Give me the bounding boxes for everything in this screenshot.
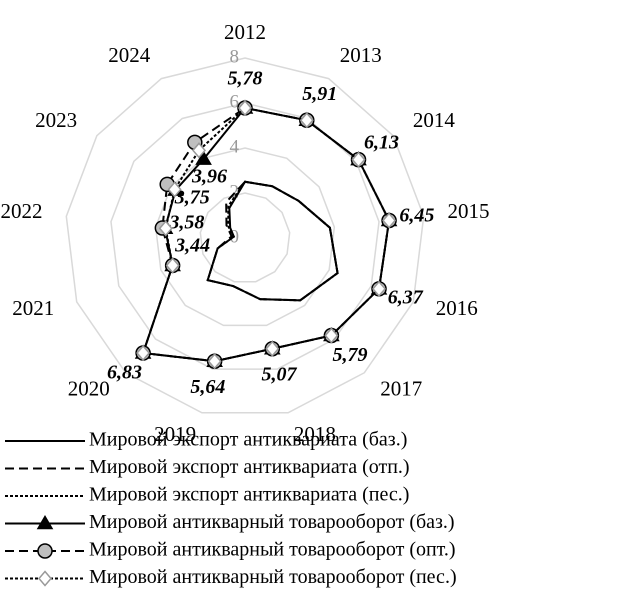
data-label: 3,44 xyxy=(174,234,210,256)
series-line xyxy=(141,106,391,363)
y-tick-label: 2 xyxy=(230,181,240,202)
category-label: 2024 xyxy=(108,43,151,67)
data-point xyxy=(167,181,182,198)
y-tick-label: 6 xyxy=(230,91,240,112)
legend-label: Мировой экспорт антиквариата (отп.) xyxy=(89,456,410,478)
data-label: 5,64 xyxy=(190,376,225,398)
data-label: 3,75 xyxy=(174,187,210,209)
y-tick-label: 8 xyxy=(230,46,240,67)
series-line xyxy=(206,180,339,302)
data-point xyxy=(372,280,386,297)
category-label: 2015 xyxy=(448,199,490,223)
data-point xyxy=(351,151,366,168)
category-label: 2022 xyxy=(0,199,42,223)
data-label: 3,58 xyxy=(168,212,204,234)
legend-marker xyxy=(36,515,54,530)
data-point xyxy=(165,257,180,274)
data-label: 6,45 xyxy=(399,205,434,227)
category-label: 2020 xyxy=(68,377,110,401)
category-label: 2023 xyxy=(35,108,77,132)
legend-label: Мировой антикварный товарооборот (баз.) xyxy=(89,511,455,533)
category-label: 2019 xyxy=(154,422,196,446)
data-label: 5,79 xyxy=(332,344,367,366)
data-point xyxy=(265,340,280,357)
category-label: 2018 xyxy=(294,422,336,446)
data-point xyxy=(207,353,222,370)
legend-label: Мировой экспорт антиквариата (баз.) xyxy=(89,429,407,451)
y-tick-label: 4 xyxy=(230,136,240,157)
data-point xyxy=(192,142,206,159)
grid-line xyxy=(154,147,336,327)
legend-marker xyxy=(37,543,53,559)
data-point xyxy=(158,220,173,237)
grid-line xyxy=(199,192,291,283)
data-point xyxy=(382,212,397,229)
grid-line xyxy=(65,57,425,414)
data-label: 6,83 xyxy=(107,362,142,384)
data-label: 5,78 xyxy=(228,68,263,90)
data-label: 6,13 xyxy=(364,131,399,153)
data-point xyxy=(136,344,151,362)
data-label: 5,91 xyxy=(302,83,337,105)
category-label: 2013 xyxy=(340,43,382,67)
grid-line xyxy=(110,102,380,370)
category-label: 2017 xyxy=(380,377,422,401)
data-label: 6,37 xyxy=(388,286,424,308)
category-label: 2014 xyxy=(413,108,456,132)
category-label: 2012 xyxy=(224,20,266,44)
data-point xyxy=(195,150,212,165)
data-label: 3,96 xyxy=(191,165,227,187)
legend-label: Мировой экспорт антиквариата (пес.) xyxy=(89,484,409,506)
data-point xyxy=(238,99,252,117)
legend-label: Мировой антикварный товарооборот (пес.) xyxy=(89,566,457,588)
data-point xyxy=(299,112,314,129)
category-label: 2021 xyxy=(12,296,54,320)
data-point xyxy=(324,327,339,344)
data-label: 5,07 xyxy=(262,364,298,386)
category-label: 2016 xyxy=(436,296,478,320)
legend-marker xyxy=(38,570,52,587)
legend-label: Мировой антикварный товарооборот (опт.) xyxy=(89,539,456,561)
